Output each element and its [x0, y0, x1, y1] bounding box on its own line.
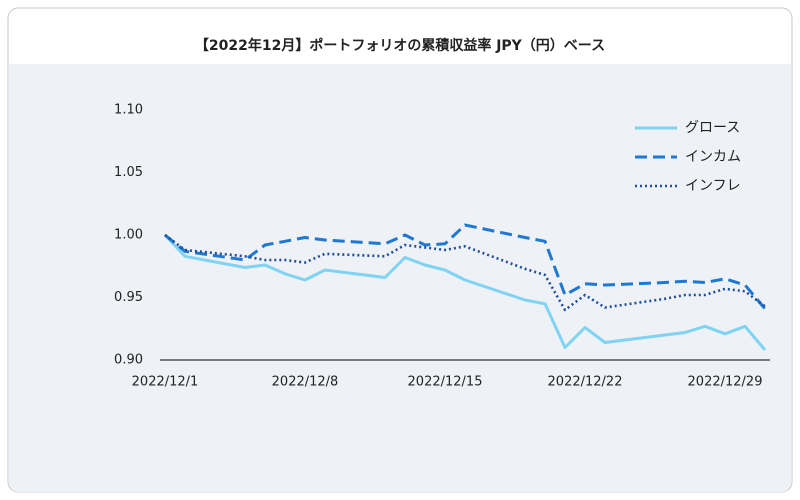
y-tick-label: 0.90	[114, 353, 143, 368]
x-tick-label: 2022/12/15	[408, 375, 483, 390]
series-line	[164, 223, 767, 310]
legend-label: インフレ	[685, 178, 741, 194]
x-tick-label: 2022/12/29	[688, 375, 763, 390]
x-tick-label: 2022/12/1	[132, 375, 199, 390]
plot-background	[9, 64, 791, 492]
x-tick-label: 2022/12/8	[272, 375, 339, 390]
series-line	[164, 233, 766, 312]
y-tick-label: 1.10	[114, 103, 143, 118]
series-line	[163, 233, 767, 351]
legend-label: インカム	[685, 149, 741, 165]
y-tick-label: 1.05	[114, 165, 143, 180]
y-tick-label: 0.95	[114, 290, 143, 305]
chart-title: 【2022年12月】ポートフォリオの累積収益率 JPY（円）ベース	[195, 37, 605, 54]
y-tick-label: 1.00	[114, 228, 143, 243]
x-tick-label: 2022/12/22	[548, 375, 623, 390]
legend-label: グロース	[685, 120, 740, 136]
